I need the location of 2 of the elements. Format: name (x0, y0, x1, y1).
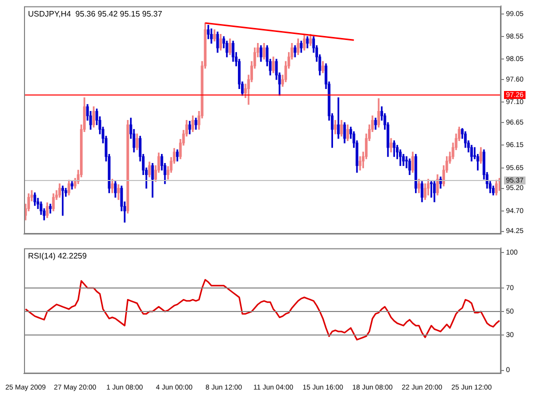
chart-title: USDJPY,H4 95.36 95.42 95.15 95.37 (28, 9, 163, 18)
chart-title: RSI(14) 42.2259 (28, 251, 88, 260)
